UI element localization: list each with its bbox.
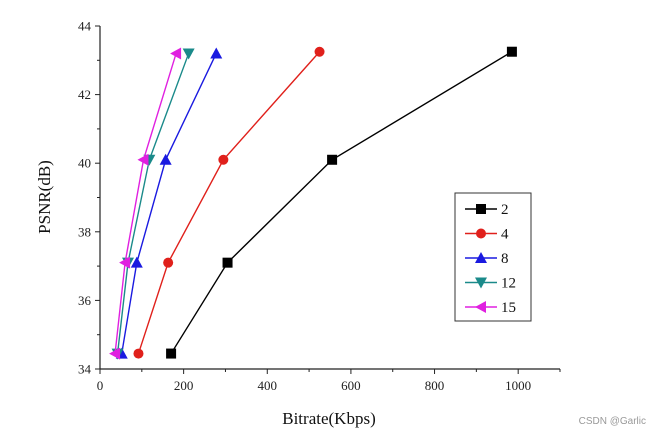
- x-tick-label-1000: 1000: [505, 378, 531, 393]
- legend-label-2: 2: [501, 202, 509, 218]
- x-tick-label-0: 0: [97, 378, 104, 393]
- x-tick-label-400: 400: [258, 378, 278, 393]
- data-point-15-3: [170, 47, 182, 60]
- data-point-15-2: [137, 153, 149, 166]
- legend-marker-12: [475, 277, 487, 289]
- y-tick-label-44: 44: [78, 19, 92, 34]
- y-tick-label-40: 40: [78, 156, 91, 171]
- data-point-15-1: [119, 256, 131, 269]
- y-tick-label-42: 42: [78, 87, 91, 102]
- y-axis-label: PSNR(dB): [35, 160, 54, 234]
- data-point-15-0: [109, 347, 121, 360]
- series-layer: [109, 46, 517, 360]
- y-tick-label-38: 38: [78, 224, 91, 239]
- legend-item-8: 8: [465, 251, 509, 267]
- series-2: [166, 46, 517, 359]
- legend-box: [454, 192, 532, 322]
- legend-item-4: 4: [465, 227, 509, 243]
- series-line-4: [137, 51, 321, 354]
- series-15: [109, 47, 182, 360]
- data-point-2-2: [327, 154, 338, 165]
- legend-marker-15: [475, 301, 486, 313]
- y-tick-label-36: 36: [78, 293, 92, 308]
- data-point-2-0: [166, 348, 177, 359]
- legend-marker-2: [476, 204, 486, 214]
- legend-item-15: 15: [465, 300, 516, 316]
- x-tick-label-200: 200: [174, 378, 194, 393]
- y-tick-label-34: 34: [78, 362, 92, 377]
- series-8: [115, 47, 223, 359]
- data-point-8-1: [130, 256, 143, 268]
- data-point-12-3: [182, 48, 195, 60]
- data-point-4-0: [133, 348, 144, 359]
- x-tick-label-600: 600: [341, 378, 361, 393]
- data-point-4-1: [163, 257, 174, 268]
- legend-marker-8: [475, 252, 487, 263]
- series-line-12: [116, 53, 190, 354]
- series-line-15: [114, 53, 177, 354]
- watermark: CSDN @Garlic: [579, 416, 646, 427]
- data-point-2-3: [506, 46, 517, 57]
- series-line-8: [121, 53, 217, 354]
- series-line-2: [170, 51, 513, 354]
- legend-label-15: 15: [501, 300, 516, 316]
- x-tick-label-800: 800: [425, 378, 445, 393]
- legend-label-4: 4: [501, 227, 509, 243]
- data-point-4-2: [218, 154, 229, 165]
- legend-label-12: 12: [501, 276, 516, 292]
- legend: 2 4 8 12 15: [454, 192, 532, 322]
- legend-item-12: 12: [465, 276, 516, 292]
- series-4: [133, 46, 325, 359]
- x-axis-label: Bitrate(Kbps): [282, 409, 375, 428]
- legend-marker-4: [476, 228, 486, 239]
- data-point-8-2: [159, 153, 172, 165]
- data-point-4-3: [314, 46, 325, 57]
- legend-item-2: 2: [465, 202, 509, 218]
- data-point-2-1: [222, 257, 233, 268]
- legend-label-8: 8: [501, 251, 509, 267]
- data-point-8-3: [210, 47, 223, 59]
